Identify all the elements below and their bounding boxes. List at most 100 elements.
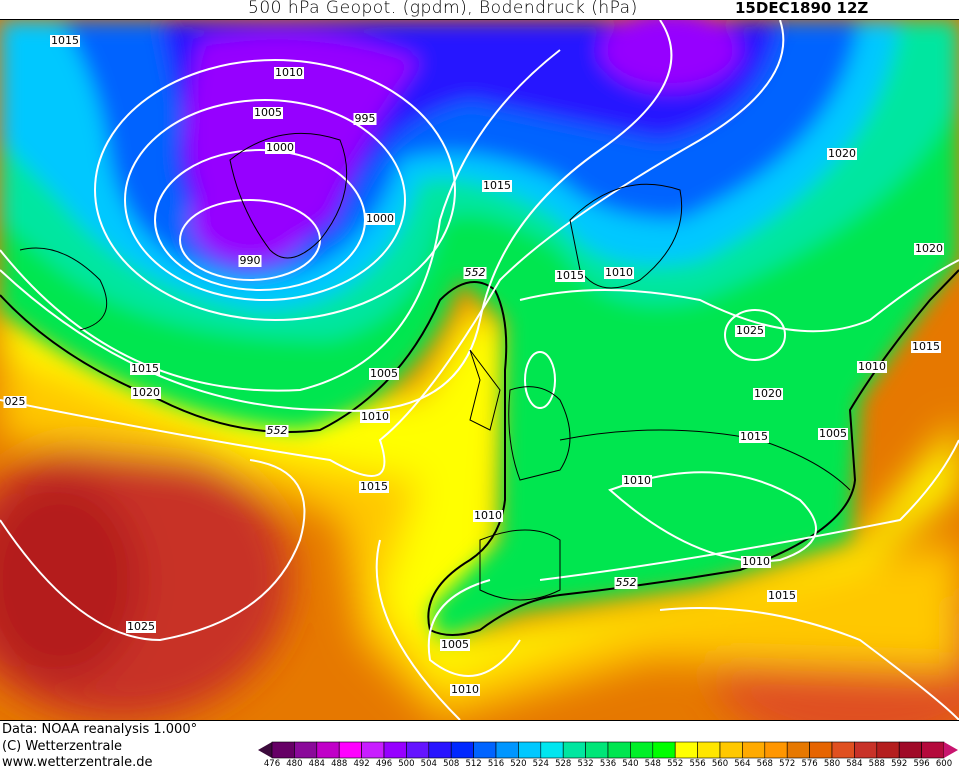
- legend-swatch: [854, 741, 878, 759]
- isobar-label: 1010: [360, 410, 390, 423]
- legend-tick-label: 584: [846, 759, 863, 769]
- legend-swatch: [383, 741, 407, 759]
- isobar-label: 1015: [482, 179, 512, 192]
- geopotential-label: 552: [614, 576, 638, 589]
- isobar-label: 995: [353, 112, 377, 125]
- isobar-label: 1000: [265, 141, 295, 154]
- isobar-label: 1000: [365, 212, 395, 225]
- legend-swatch: [944, 742, 958, 758]
- legend-swatch: [674, 741, 698, 759]
- geopotential-label: 552: [265, 424, 289, 437]
- legend-tick-label: 500: [398, 759, 415, 769]
- isobar-label: 1015: [555, 269, 585, 282]
- isobar-label: 1020: [827, 147, 857, 160]
- legend-tick-label: 488: [331, 759, 348, 769]
- legend-tick-label: 520: [510, 759, 527, 769]
- legend-tick-label: 588: [868, 759, 885, 769]
- legend-tick-label: 592: [891, 759, 908, 769]
- isobar-label: 1010: [857, 360, 887, 373]
- legend-swatch: [786, 741, 810, 759]
- geopotential-field: [0, 20, 959, 720]
- legend-tick-label: 548: [644, 759, 661, 769]
- isobar-label: 1005: [440, 638, 470, 651]
- legend-swatch: [473, 741, 497, 759]
- legend-tick-label: 556: [689, 759, 706, 769]
- legend-tick-label: 600: [935, 759, 953, 769]
- legend-tick-label: 484: [308, 759, 325, 769]
- legend-swatch: [406, 741, 430, 759]
- chart-title: 500 hPa Geopot. (gpdm), Bodendruck (hPa): [248, 0, 638, 18]
- legend-swatch: [876, 741, 900, 759]
- isobar-label: 1020: [131, 386, 161, 399]
- isobar-label: 1010: [473, 509, 503, 522]
- legend-swatch: [361, 741, 385, 759]
- legend-swatch: [495, 741, 519, 759]
- legend-swatch: [518, 741, 542, 759]
- legend-swatch: [630, 741, 654, 759]
- isobar-label: 1025: [735, 324, 765, 337]
- website-link[interactable]: www.wetterzentrale.de: [2, 755, 153, 770]
- legend-swatch: [585, 741, 609, 759]
- isobar-label: 1015: [359, 480, 389, 493]
- isobar-label: 1010: [622, 474, 652, 487]
- isobar-label: 1005: [369, 367, 399, 380]
- legend-swatch: [316, 741, 340, 759]
- legend-tick-label: 496: [375, 759, 393, 769]
- legend-swatch: [652, 741, 676, 759]
- isobar-label: 1020: [914, 242, 944, 255]
- legend-tick-label: 596: [913, 759, 930, 769]
- legend-swatch: [809, 741, 833, 759]
- legend-swatch: [697, 741, 721, 759]
- legend-swatch: [338, 741, 362, 759]
- legend-tick-label: 564: [734, 759, 751, 769]
- geopotential-label: 552: [463, 266, 487, 279]
- legend-tick-label: 532: [577, 759, 594, 769]
- legend-tick-label: 524: [532, 759, 549, 769]
- legend-tick-label: 476: [263, 759, 281, 769]
- legend-tick-label: 580: [823, 759, 841, 769]
- legend-tick-label: 560: [711, 759, 729, 769]
- legend-tick-label: 572: [779, 759, 796, 769]
- legend-tick-label: 568: [756, 759, 773, 769]
- isobar-label: 1015: [911, 340, 941, 353]
- isobar-label: 1005: [818, 427, 848, 440]
- legend-swatch: [258, 742, 272, 758]
- legend-tick-label: 508: [443, 759, 460, 769]
- isobar-label: 1010: [604, 266, 634, 279]
- isobar-label: 1015: [767, 589, 797, 602]
- copyright: (C) Wetterzentrale: [2, 739, 123, 754]
- isobar-label: 1010: [274, 66, 304, 79]
- legend-swatch: [607, 741, 631, 759]
- legend-swatch: [294, 741, 318, 759]
- isobar-label: 1015: [130, 362, 160, 375]
- legend-tick-label: 552: [667, 759, 684, 769]
- legend-tick-label: 512: [465, 759, 482, 769]
- legend-tick-label: 576: [801, 759, 818, 769]
- legend-swatch: [764, 741, 788, 759]
- legend-tick-label: 540: [622, 759, 639, 769]
- coastlines: [19, 132, 851, 601]
- legend-swatch: [898, 741, 922, 759]
- isobar-label: 1010: [741, 555, 771, 568]
- legend-tick-label: 480: [286, 759, 303, 769]
- legend-swatch: [271, 741, 295, 759]
- legend-swatch: [742, 741, 766, 759]
- isobar-label: 1025: [126, 620, 156, 633]
- isobar-label: 1015: [50, 34, 80, 47]
- legend-tick-label: 516: [487, 759, 505, 769]
- isobar-label: 1010: [450, 683, 480, 696]
- isobar-label: 025: [3, 395, 27, 408]
- legend-swatch: [450, 741, 474, 759]
- legend-swatch: [831, 741, 855, 759]
- data-source: Data: NOAA reanalysis 1.000°: [2, 722, 198, 737]
- legend-swatch: [562, 741, 586, 759]
- legend-swatch: [921, 741, 945, 759]
- legend-tick-label: 536: [599, 759, 617, 769]
- legend-tick-label: 504: [420, 759, 437, 769]
- legend-swatch: [428, 741, 452, 759]
- isobar-label: 1020: [753, 387, 783, 400]
- isobar-label: 990: [238, 254, 262, 267]
- color-legend: [258, 741, 958, 759]
- legend-ticks: 476 480 484 488 492 496 500 504 508 512 516 520 524 5…: [258, 759, 958, 771]
- legend-swatch: [719, 741, 743, 759]
